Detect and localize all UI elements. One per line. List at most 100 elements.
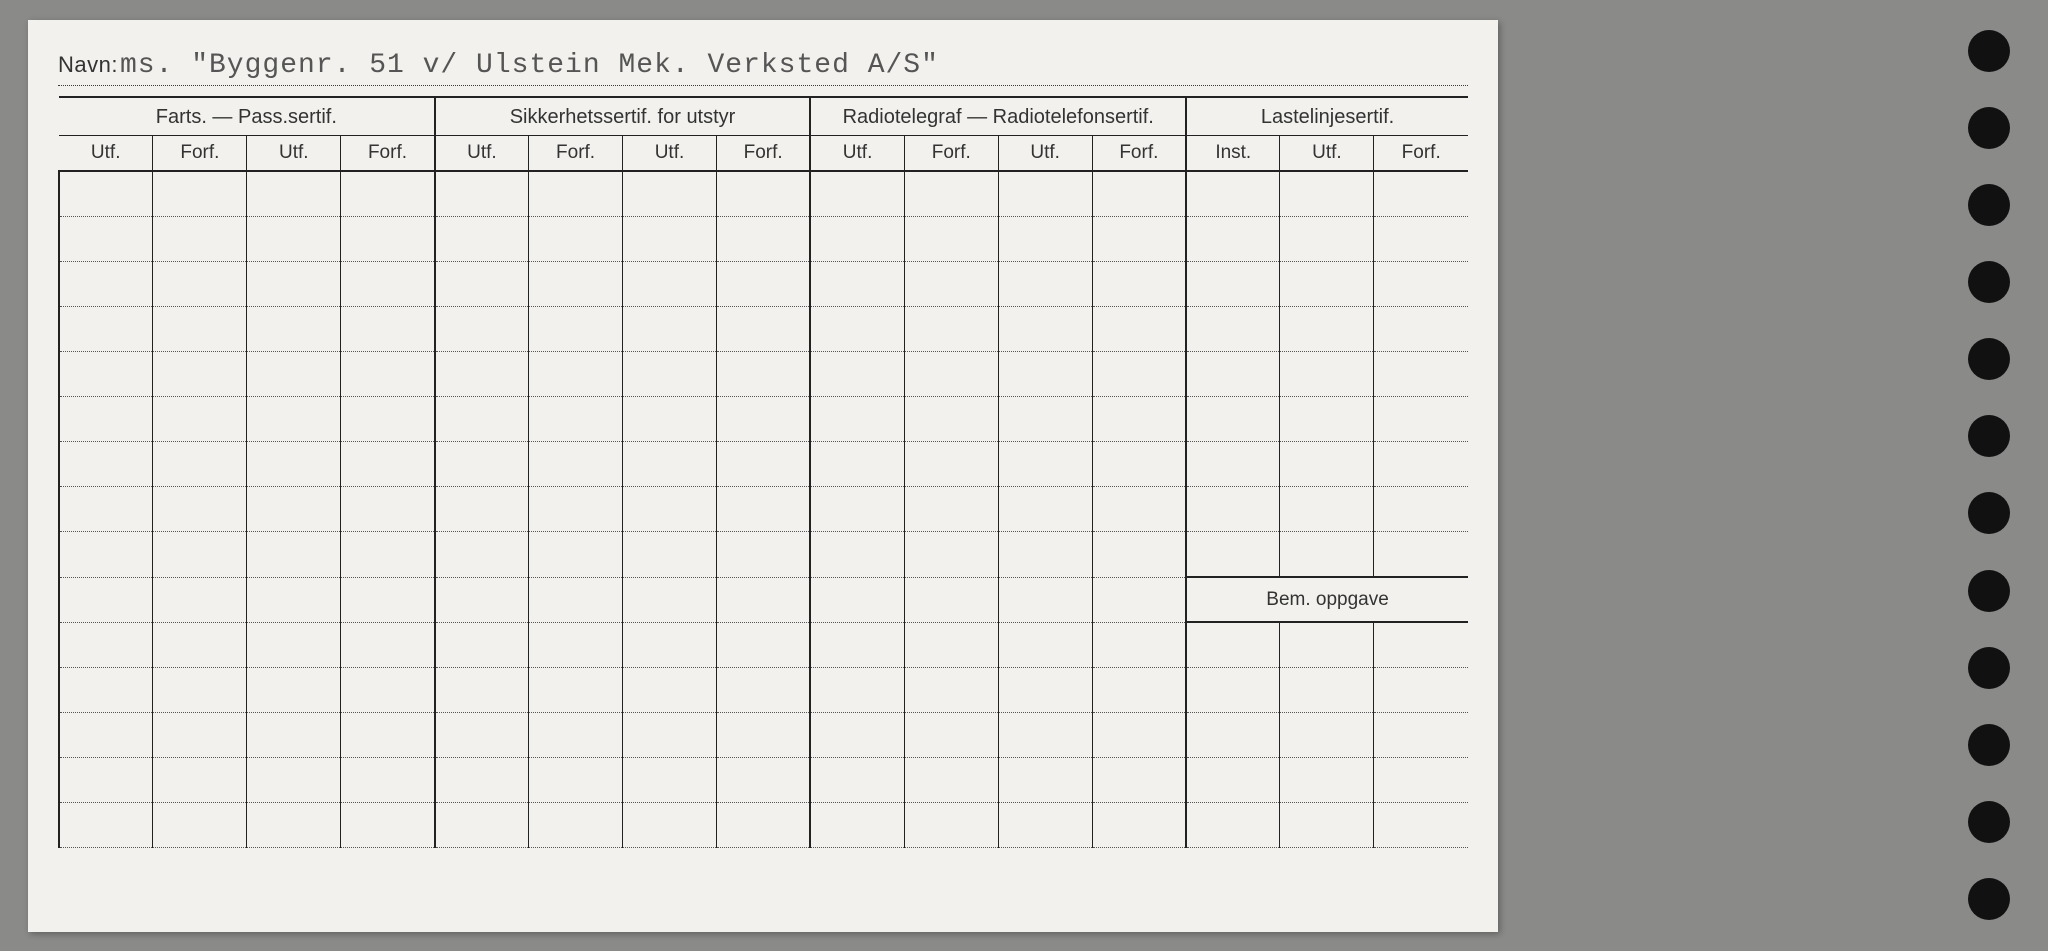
table-cell: [1092, 352, 1186, 397]
table-cell: [59, 713, 153, 758]
table-cell: [810, 713, 904, 758]
table-cell: [810, 532, 904, 578]
table-cell: [435, 713, 529, 758]
table-cell: [716, 442, 810, 487]
table-cell: [529, 442, 623, 487]
table-cell: [435, 397, 529, 442]
table-cell: [1374, 668, 1468, 713]
binder-hole: [1968, 492, 2010, 534]
table-cell: [153, 307, 247, 352]
table-cell: [247, 397, 341, 442]
index-card: Navn: ms. "Byggenr. 51 v/ Ulstein Mek. V…: [28, 20, 1498, 932]
table-cell: [998, 668, 1092, 713]
table-cell: [1186, 487, 1280, 532]
table-cell: [153, 487, 247, 532]
table-cell: [904, 171, 998, 217]
table-cell: [59, 487, 153, 532]
column-header: Forf.: [341, 136, 435, 172]
table-cell: [623, 577, 717, 622]
table-cell: [810, 758, 904, 803]
column-header: Utf.: [810, 136, 904, 172]
table-cell: [623, 803, 717, 848]
table-cell: [59, 532, 153, 578]
table-cell: [1280, 442, 1374, 487]
table-cell: [1280, 758, 1374, 803]
table-cell: [1092, 307, 1186, 352]
table-cell: [529, 217, 623, 262]
table-cell: [1280, 397, 1374, 442]
table-cell: [1092, 668, 1186, 713]
name-row: Navn: ms. "Byggenr. 51 v/ Ulstein Mek. V…: [58, 50, 1468, 86]
table-cell: [341, 307, 435, 352]
table-cell: [1374, 713, 1468, 758]
table-cell: [153, 352, 247, 397]
table-cell: [1092, 487, 1186, 532]
table-cell: [623, 171, 717, 217]
column-header: Utf.: [59, 136, 153, 172]
table-cell: [153, 442, 247, 487]
table-cell: [341, 713, 435, 758]
table-cell: [716, 217, 810, 262]
group-header: Lastelinjesertif.: [1186, 98, 1468, 136]
column-header: Utf.: [998, 136, 1092, 172]
table-cell: [247, 758, 341, 803]
table-cell: [435, 622, 529, 668]
table-cell: [716, 171, 810, 217]
column-header: Utf.: [1280, 136, 1374, 172]
table-cell: [529, 803, 623, 848]
table-cell: [998, 622, 1092, 668]
table-cell: [1374, 487, 1468, 532]
table-cell: [810, 442, 904, 487]
table-cell: [153, 668, 247, 713]
table-cell: [904, 713, 998, 758]
table-row: [59, 532, 1468, 578]
table-cell: [247, 668, 341, 713]
table-row: [59, 262, 1468, 307]
table-cell: [623, 217, 717, 262]
table-cell: [1186, 397, 1280, 442]
table-cell: [153, 758, 247, 803]
table-cell: [435, 442, 529, 487]
table-cell: [623, 758, 717, 803]
table-cell: [435, 758, 529, 803]
sub-header-row: Utf.Forf.Utf.Forf.Utf.Forf.Utf.Forf.Utf.…: [59, 136, 1468, 172]
table-cell: [529, 397, 623, 442]
table-cell: [247, 713, 341, 758]
table-row: [59, 668, 1468, 713]
table-cell: [59, 397, 153, 442]
table-cell: [1280, 262, 1374, 307]
table-cell: [716, 668, 810, 713]
table-cell: [1092, 171, 1186, 217]
bem-header: Bem. oppgave: [1186, 577, 1468, 622]
column-header: Forf.: [904, 136, 998, 172]
table-cell: [247, 487, 341, 532]
table-cell: [810, 803, 904, 848]
table-cell: [623, 442, 717, 487]
table-cell: [623, 622, 717, 668]
group-header: Farts. — Pass.sertif.: [59, 98, 435, 136]
column-header: Utf.: [435, 136, 529, 172]
binder-hole: [1968, 338, 2010, 380]
table-cell: [341, 622, 435, 668]
table-cell: [623, 352, 717, 397]
table-cell: [59, 668, 153, 713]
table-cell: [153, 577, 247, 622]
table-cell: [435, 577, 529, 622]
table-cell: [529, 532, 623, 578]
table-cell: [810, 622, 904, 668]
table-cell: [341, 532, 435, 578]
table-cell: [1280, 217, 1374, 262]
table-cell: [341, 442, 435, 487]
table-cell: [1186, 171, 1280, 217]
table-cell: [341, 217, 435, 262]
table-cell: [1186, 668, 1280, 713]
binder-hole: [1968, 570, 2010, 612]
table-cell: [1374, 307, 1468, 352]
table-cell: [341, 171, 435, 217]
table-cell: [1186, 803, 1280, 848]
table-cell: [810, 668, 904, 713]
column-header: Forf.: [716, 136, 810, 172]
table-cell: [247, 307, 341, 352]
table-cell: [435, 171, 529, 217]
table-cell: [998, 803, 1092, 848]
